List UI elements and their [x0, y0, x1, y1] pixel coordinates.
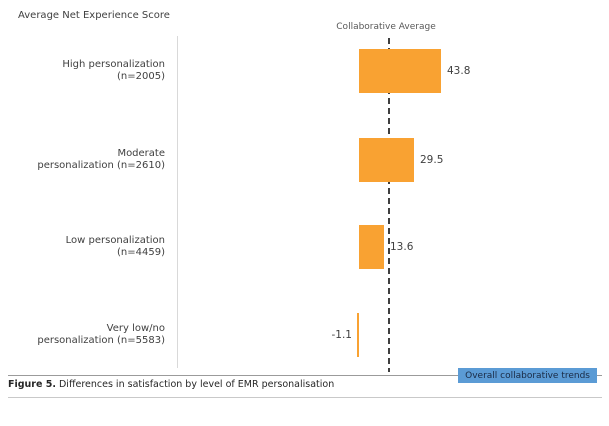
category-label: High personalization (n=2005) [0, 49, 165, 93]
caption-top-rule [8, 375, 602, 376]
reference-line-label: Collaborative Average [336, 22, 436, 32]
figure-caption-text: Differences in satisfaction by level of … [55, 379, 335, 390]
category-label-line: High personalization [62, 58, 165, 70]
value-label: 43.8 [447, 65, 471, 77]
category-label-line: Low personalization [65, 234, 165, 246]
category-label-line: (n=4459) [117, 247, 165, 258]
category-label: Very low/no personalization (n=5583) [0, 313, 165, 357]
category-label-line: Very low/no [106, 322, 165, 334]
bar [359, 138, 414, 182]
bar [357, 313, 359, 357]
caption-bottom-rule [8, 397, 602, 398]
chart-title: Average Net Experience Score [18, 10, 170, 21]
category-label-line: personalization (n=2610) [37, 160, 165, 171]
collaborative-average-dashed-line [388, 38, 390, 372]
category-label-line: personalization (n=5583) [37, 335, 165, 346]
figure-caption-number: Figure 5. [8, 379, 56, 390]
bar [359, 225, 384, 269]
figure-caption: Figure 5. Differences in satisfaction by… [8, 379, 334, 390]
category-label: Moderate personalization (n=2610) [0, 138, 165, 182]
value-label: -1.1 [331, 329, 353, 341]
overall-collaborative-trends-badge: Overall collaborative trends [458, 368, 597, 383]
bar [359, 49, 441, 93]
category-label: Low personalization (n=4459) [0, 225, 165, 269]
y-axis-line [177, 36, 178, 368]
value-label: 13.6 [390, 241, 414, 253]
category-label-line: Moderate [117, 147, 165, 159]
value-label: 29.5 [420, 154, 444, 166]
category-label-line: (n=2005) [117, 71, 165, 82]
